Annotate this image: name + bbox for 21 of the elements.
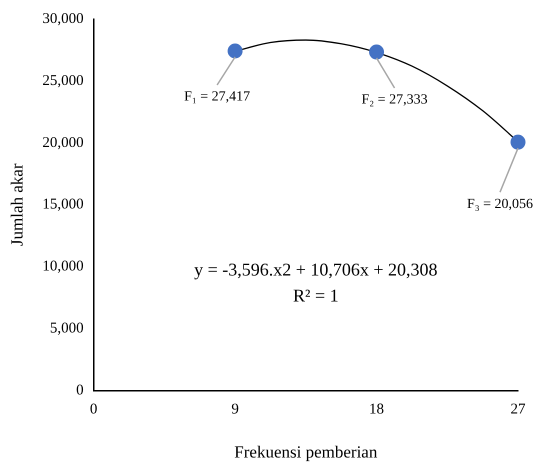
y-tick-label: 20,000 [42,134,84,151]
x-tick-label: 18 [369,402,384,418]
x-axis-title: Frekuensi pemberian [234,442,378,462]
y-tick-label: 15,000 [42,196,84,213]
x-tick-label: 9 [231,402,239,418]
x-tick-label: 0 [90,402,98,418]
data-label: F₃ = 20,056 [466,196,534,212]
data-label: F₁ = 27,417 [184,90,250,105]
y-tick-label: 10,000 [42,258,84,275]
x-tick-label: 27 [510,402,526,418]
y-tick-label: 5,000 [50,320,84,337]
point [369,44,384,60]
annotation: y = -3,596.x2 + 10,706x + 20,308 [194,260,438,280]
y-tick-label: 0 [76,382,84,399]
point [228,43,243,58]
data-label: F₂ = 27,333 [362,92,428,108]
y-tick-label: 30,000 [42,10,84,27]
annotation: R² = 1 [293,286,339,306]
y-tick-label: 25,000 [42,72,84,89]
point [510,134,526,150]
y-axis-title: Jumlah akar [8,163,27,246]
